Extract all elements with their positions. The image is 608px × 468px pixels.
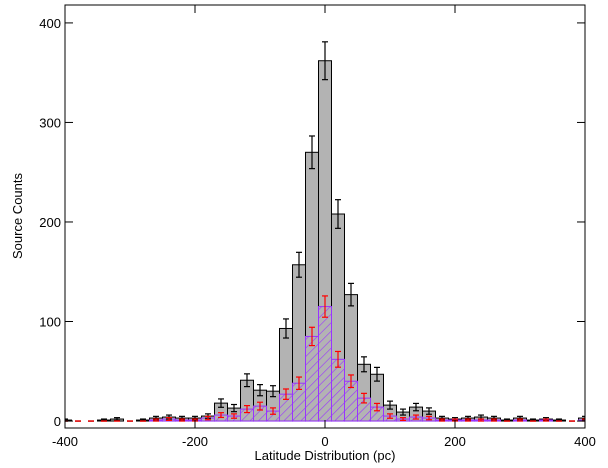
error-bar	[387, 400, 393, 410]
error-bar	[179, 418, 185, 422]
error-bar	[374, 402, 380, 412]
error-bar	[478, 418, 484, 422]
error-bar	[465, 418, 471, 422]
x-tick-label: -200	[182, 434, 208, 449]
error-bar	[257, 401, 263, 411]
error-bar	[153, 418, 159, 422]
x-tick-label: 400	[574, 434, 596, 449]
error-bar	[426, 415, 432, 421]
bar	[305, 335, 319, 422]
error-bar	[205, 415, 211, 421]
error-bar	[348, 282, 354, 307]
y-tick-label: 300	[39, 115, 61, 130]
error-bar	[270, 385, 276, 398]
error-bar	[257, 384, 263, 397]
error-bar	[400, 408, 406, 416]
y-tick-label: 400	[39, 16, 61, 31]
error-bar	[491, 418, 497, 422]
error-bar	[309, 326, 315, 347]
error-bar	[543, 418, 549, 422]
bar	[331, 358, 345, 422]
y-tick-label: 100	[39, 315, 61, 330]
y-tick-label: 200	[39, 215, 61, 230]
error-bar	[231, 413, 237, 419]
error-bar	[335, 199, 341, 229]
y-tick-label: 0	[54, 414, 61, 429]
error-bar	[361, 392, 367, 404]
error-bar	[270, 407, 276, 415]
x-tick-label: 0	[321, 434, 328, 449]
error-bar	[374, 366, 380, 382]
bar	[318, 306, 332, 422]
error-bar	[439, 418, 445, 422]
error-bar	[166, 417, 172, 422]
x-axis-label: Latitude Distribution (pc)	[255, 448, 396, 463]
error-bar	[387, 413, 393, 419]
error-bar	[413, 414, 419, 420]
error-bar	[309, 135, 315, 170]
x-tick-label: -400	[52, 434, 78, 449]
error-bar	[296, 251, 302, 278]
error-bar	[283, 388, 289, 400]
y-axis-label: Source Counts	[10, 173, 25, 259]
x-tick-label: 200	[444, 434, 466, 449]
error-bar	[322, 41, 328, 81]
error-bar	[517, 418, 523, 422]
error-bar	[413, 402, 419, 412]
error-bar	[244, 373, 250, 388]
error-bar	[426, 407, 432, 415]
error-bar	[322, 295, 328, 318]
error-bar	[283, 318, 289, 339]
error-bar	[335, 350, 341, 368]
error-bar	[218, 398, 224, 408]
error-bar	[582, 415, 585, 421]
error-bar	[400, 417, 406, 422]
plot-area	[65, 41, 585, 422]
error-bar	[244, 405, 250, 414]
error-bar	[348, 374, 354, 389]
error-bar	[218, 412, 224, 419]
error-bar	[361, 356, 367, 373]
error-bar	[231, 403, 237, 413]
error-bar	[296, 376, 302, 390]
